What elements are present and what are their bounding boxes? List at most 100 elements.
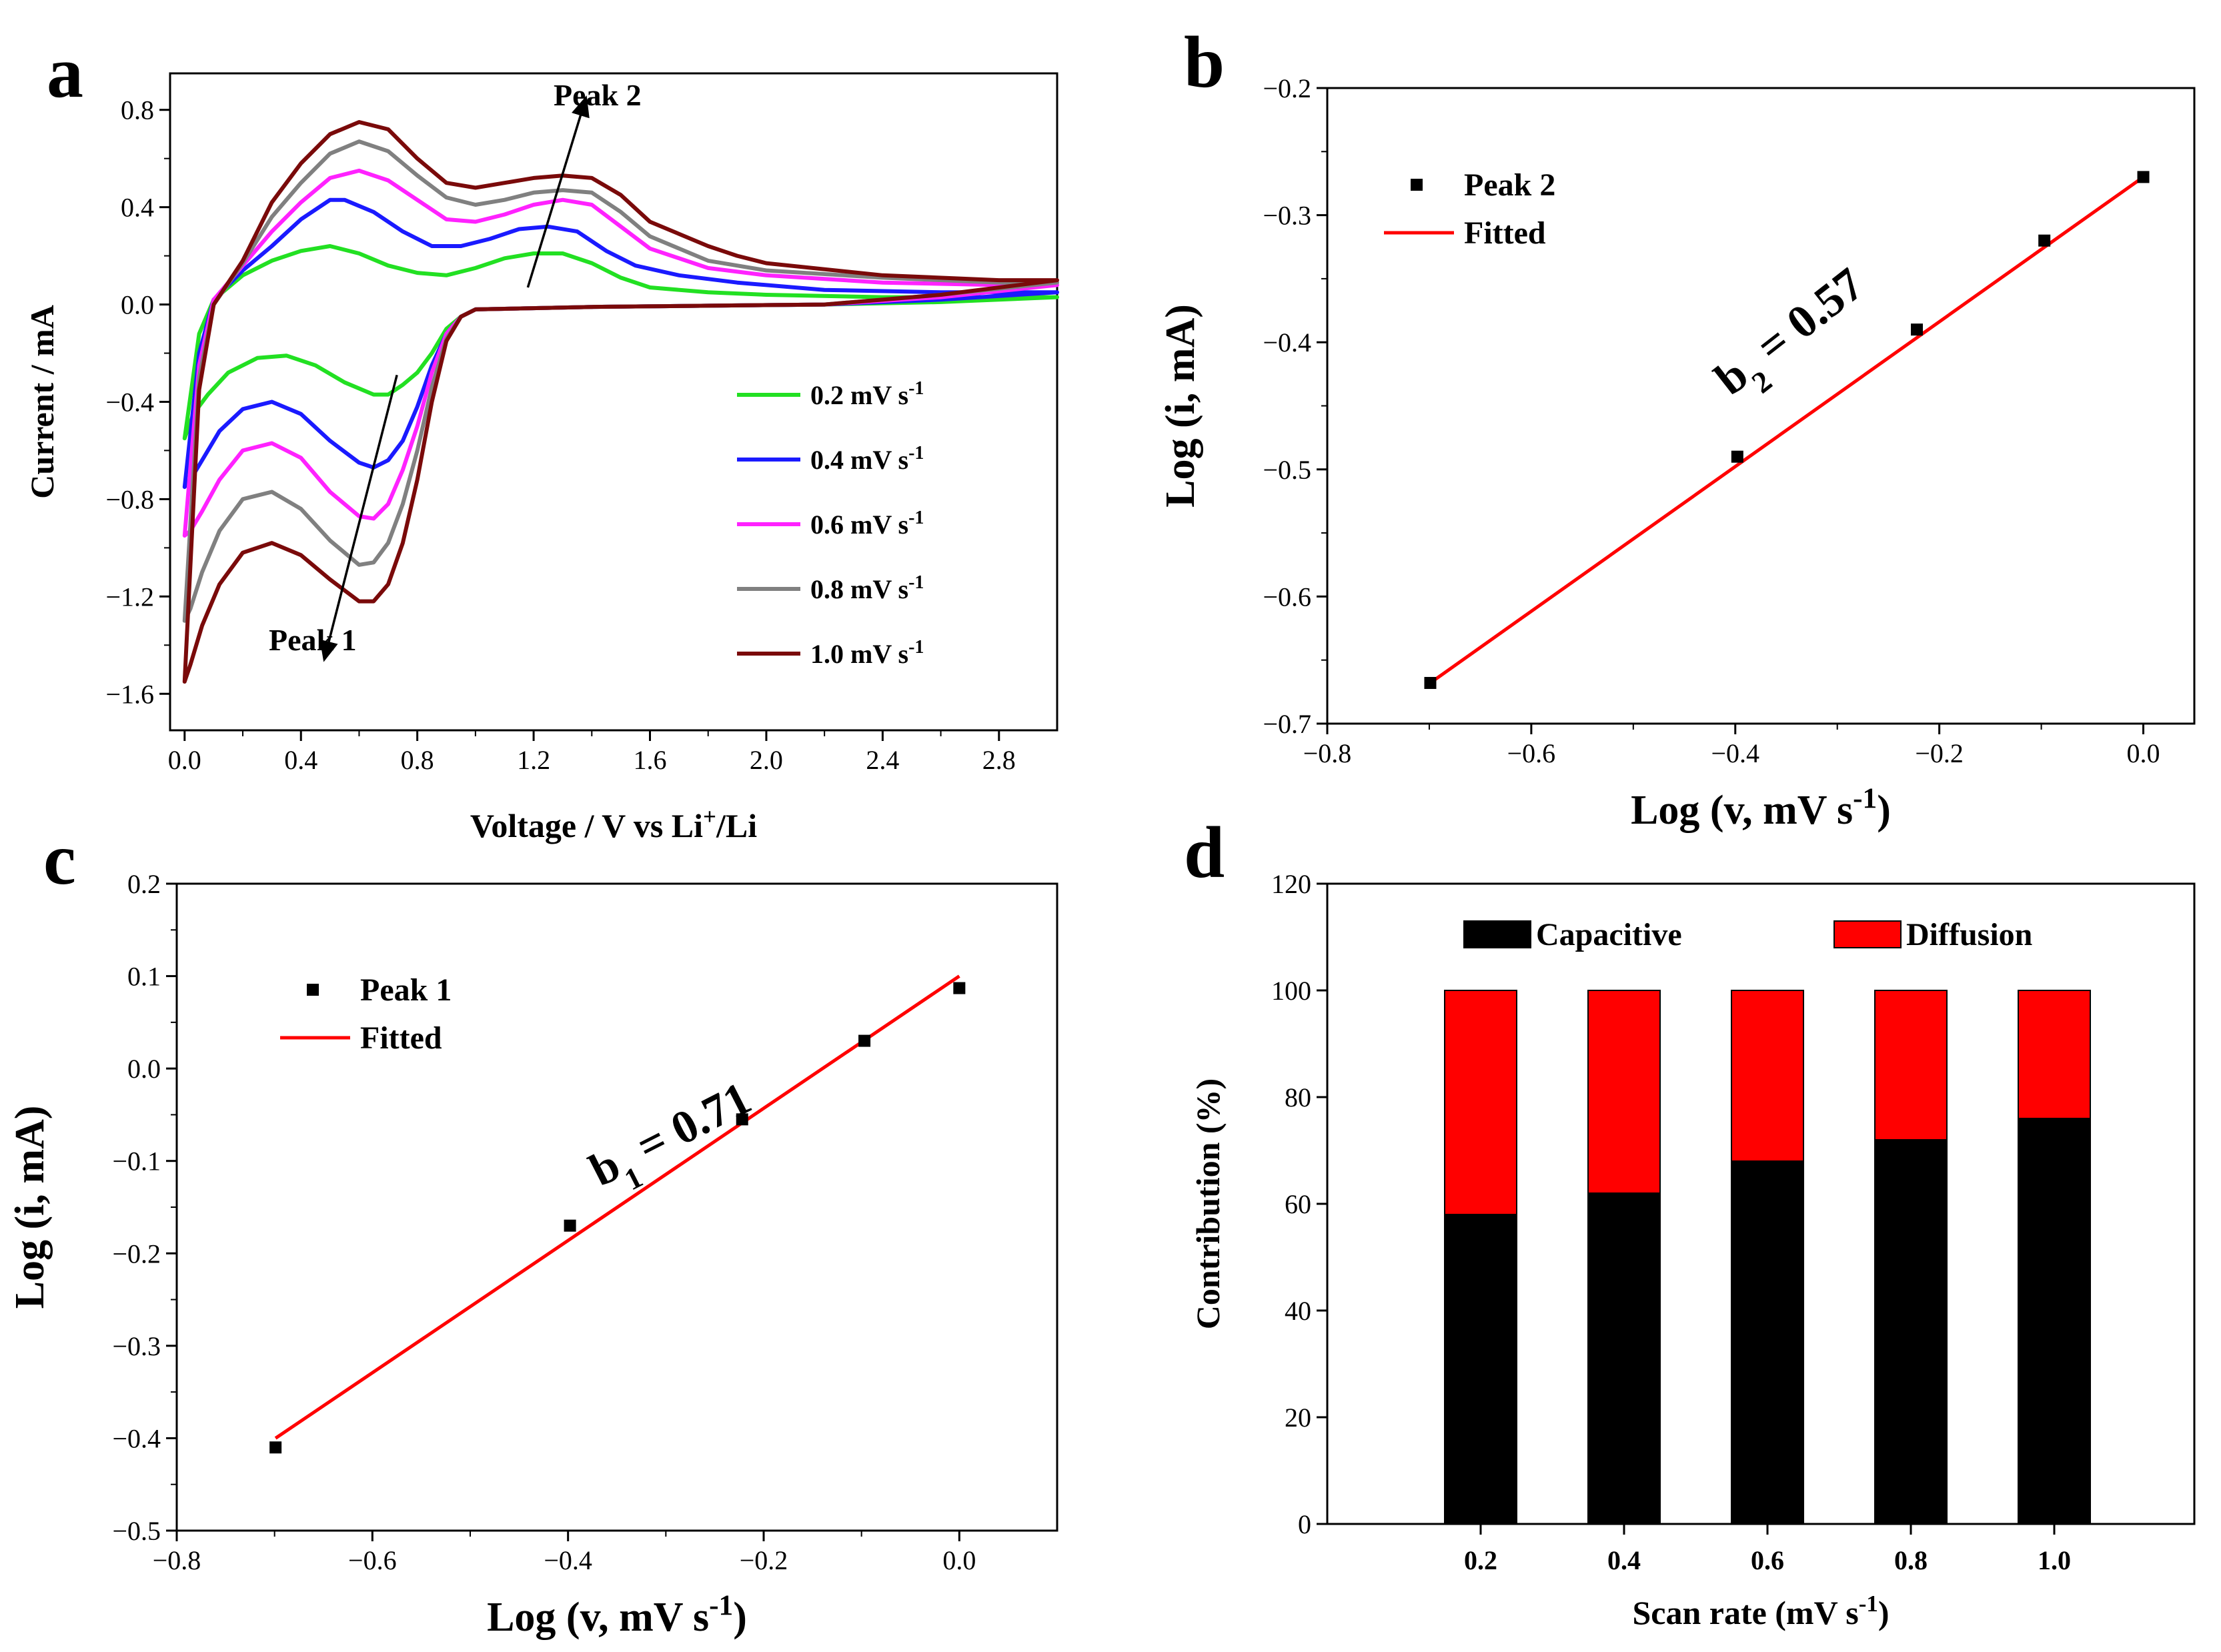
legend-space: [844, 639, 850, 669]
legend-unit-superscript: -1: [908, 378, 924, 399]
legend-unit: mV s: [850, 510, 908, 540]
y-tick-label: −0.3: [1263, 201, 1311, 231]
x-axis-label: Voltage / V vs Li+/Li: [470, 804, 757, 845]
y-tick-label: 0.4: [121, 193, 154, 223]
y-tick-label: −0.6: [1263, 582, 1311, 612]
y-tick-label: −1.6: [105, 679, 154, 709]
legend-rate: 0.4: [810, 445, 844, 475]
legend-rate: 0.8: [810, 574, 844, 604]
x-axis-label: Log (v, mV s-1): [1631, 782, 1891, 833]
y-tick-label: −0.8: [105, 484, 154, 514]
legend-unit-superscript: -1: [908, 637, 924, 658]
legend-unit: mV s: [850, 639, 908, 669]
y-tick-label: −0.4: [105, 387, 154, 418]
peak1-annotation: Peak 1: [269, 623, 357, 657]
x-tick-label: −0.4: [1711, 738, 1759, 768]
y-axis-label: Log (i, mA): [1158, 304, 1203, 508]
y-tick-label: 0.0: [121, 290, 154, 320]
x-tick-label: −0.6: [348, 1545, 397, 1575]
data-point: [564, 1219, 576, 1232]
legend-rate: 1.0: [810, 639, 844, 669]
x-axis-label-superscript: -1: [709, 1589, 733, 1621]
x-tick-label: 0.6: [1751, 1545, 1784, 1575]
legend-unit-superscript: -1: [908, 572, 924, 593]
x-tick-label: 1.2: [517, 745, 550, 775]
data-point: [269, 1441, 282, 1454]
data-point: [736, 1113, 748, 1126]
x-tick-label: 0.0: [942, 1545, 976, 1575]
x-axis-label-tail: ): [1877, 788, 1891, 833]
x-axis-label-superscript: +: [703, 804, 716, 830]
x-tick-label: 1.6: [634, 745, 667, 775]
panel-b-peak2-fit: −0.8 −0.6 −0.4 −0.2 0.0 −0.7 −0.6 −0.5 −0.4 −0.3 −…: [1158, 73, 2196, 833]
legend-marker-swatch: [1411, 179, 1423, 191]
legend-fit-label: Fitted: [1464, 215, 1546, 251]
peak2-annotation: Peak 2: [554, 78, 642, 112]
bar-diffusion: [1444, 990, 1517, 1215]
y-tick-label: 0.0: [127, 1054, 161, 1084]
x-tick-label: 2.8: [982, 745, 1016, 775]
y-tick-label: 0.8: [121, 95, 154, 125]
bar-capacitive: [1874, 1139, 1948, 1525]
panel-d-contribution-bars: 0 20 40 60 80 100 120 0.2 0.4 0.6 0.8 1.0 Capacitive…: [1189, 869, 2196, 1632]
x-tick-label: −0.2: [1915, 738, 1964, 768]
data-point: [1731, 450, 1743, 463]
data-point: [858, 1034, 871, 1047]
x-axis-label-tail: /Li: [716, 807, 757, 844]
x-axis-label-tail: ): [1878, 1594, 1890, 1631]
y-tick-label: 40: [1285, 1296, 1311, 1326]
legend-unit: mV s: [850, 574, 908, 604]
y-axis-label: Log (i, mA): [7, 1106, 53, 1309]
x-tick-label: 0.8: [1894, 1545, 1928, 1575]
x-axis-label: Scan rate (mV s-1): [1632, 1591, 1889, 1632]
x-axis-label-main: Log (v, mV s: [487, 1595, 709, 1640]
y-tick-label: −0.5: [1263, 455, 1311, 485]
legend-marker-swatch: [307, 984, 319, 996]
x-tick-label: 2.0: [750, 745, 783, 775]
y-axis-label: Contribution (%): [1189, 1078, 1227, 1329]
data-point: [953, 982, 966, 994]
y-tick-label: −0.1: [112, 1146, 161, 1176]
y-tick-label: −0.2: [1263, 73, 1311, 103]
y-tick-label: 80: [1285, 1082, 1311, 1112]
y-tick-label: 0.2: [127, 869, 161, 899]
x-tick-label: 0.0: [168, 745, 201, 775]
legend-space: [844, 510, 850, 540]
legend-label: 0.4 mV s-1: [810, 443, 924, 476]
x-tick-label: 0.2: [1464, 1545, 1497, 1575]
fit-line: [274, 974, 960, 1440]
legend-series-label: Peak 2: [1464, 167, 1555, 203]
x-axis-label-superscript: -1: [1859, 1591, 1878, 1617]
legend-swatch: [1463, 920, 1531, 948]
y-tick-label: 20: [1285, 1403, 1311, 1433]
legend-space: [844, 574, 850, 604]
y-tick-label: 60: [1285, 1189, 1311, 1219]
legend-label: Capacitive: [1536, 917, 1682, 952]
bar-diffusion: [2018, 990, 2091, 1119]
legend-series-label: Peak 1: [360, 972, 452, 1008]
panel-label-c: c: [43, 818, 76, 900]
peak2-arrow: [526, 95, 590, 288]
x-tick-label: 0.4: [284, 745, 317, 775]
x-tick-label: −0.4: [544, 1545, 592, 1575]
y-tick-label: −0.3: [112, 1331, 161, 1361]
x-tick-label: −0.8: [153, 1545, 201, 1575]
y-tick-label: 120: [1271, 869, 1311, 899]
y-tick-label: −1.2: [105, 582, 154, 612]
legend-space: [844, 380, 850, 410]
y-tick-label: 100: [1271, 976, 1311, 1006]
legend-label: 0.6 mV s-1: [810, 508, 924, 540]
x-tick-label: 2.4: [866, 745, 899, 775]
x-axis-label-tail: ): [733, 1595, 747, 1640]
panel-label-a: a: [47, 31, 83, 113]
x-tick-label: 1.0: [2038, 1545, 2071, 1575]
x-axis-label-main: Scan rate (mV s: [1632, 1594, 1858, 1631]
bar-diffusion: [1874, 990, 1948, 1140]
panel-label-d: d: [1184, 812, 1225, 893]
x-tick-label: 0.8: [401, 745, 434, 775]
x-axis-label-main: Voltage / V vs Li: [470, 807, 703, 844]
x-tick-label: −0.8: [1303, 738, 1352, 768]
legend-fit-label: Fitted: [360, 1020, 442, 1056]
y-tick-label: 0.1: [127, 962, 161, 992]
